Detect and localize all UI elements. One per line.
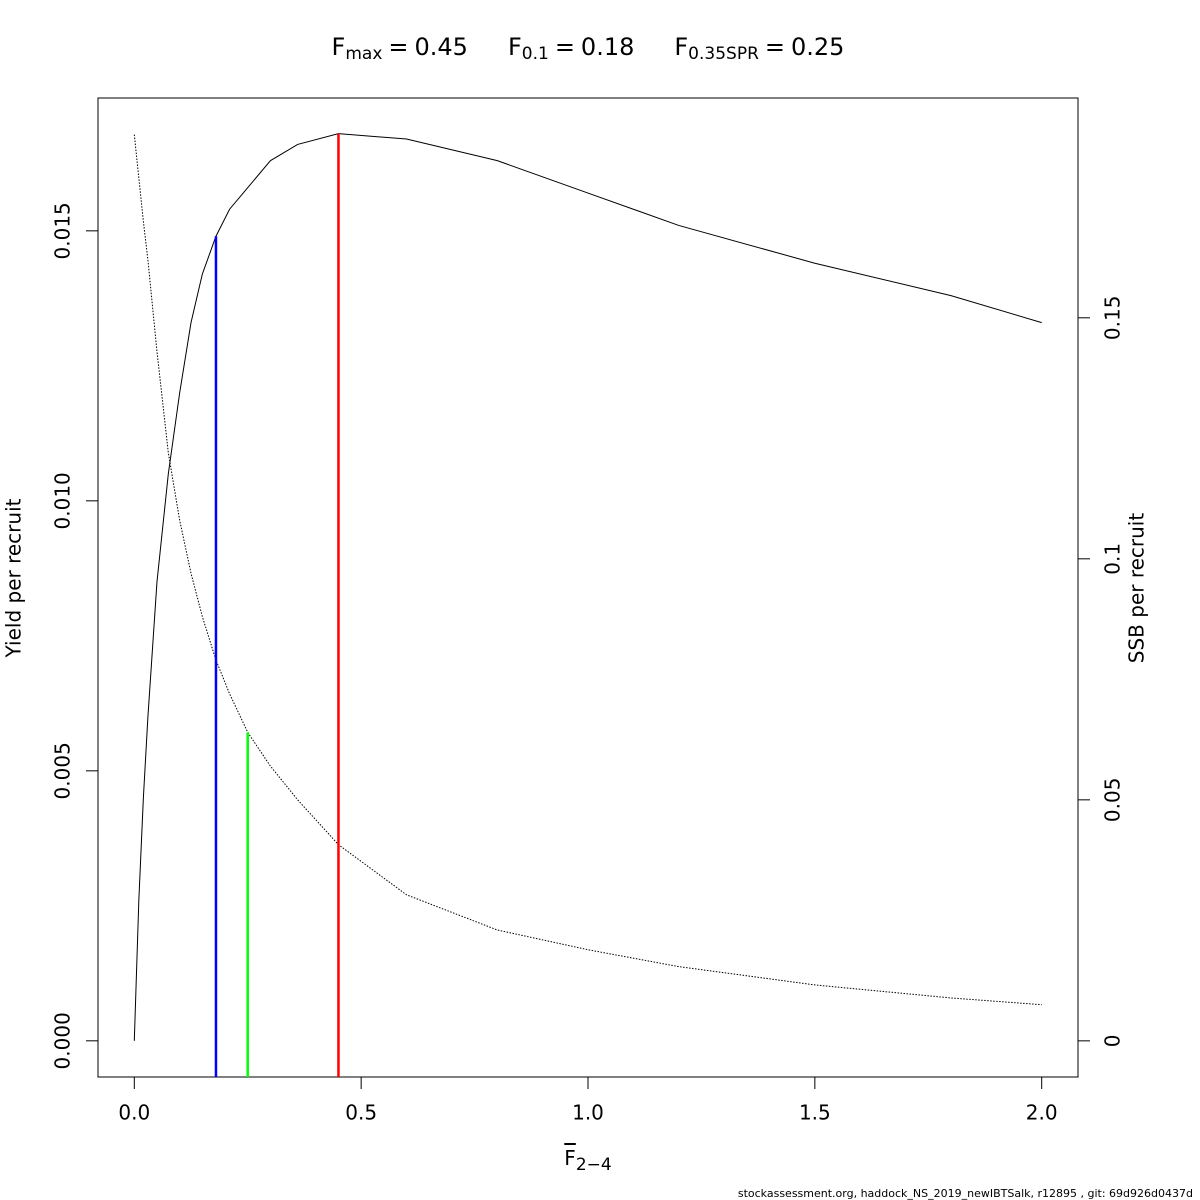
curve [133,133,1042,1041]
title-subscript: 0.1 [522,44,549,64]
title-subscript: max [345,44,382,64]
footer: stockassessment.org, haddock_NS_2019_new… [738,1187,1193,1200]
y-tick-label: 0.005 [51,742,75,799]
y-tick-label: 0.000 [51,1012,75,1069]
title-sign: = [388,33,408,61]
x-tick-label: 1.5 [799,1101,831,1125]
plot-frame [97,97,1079,1078]
x-label-symbol: F [564,1146,576,1170]
x-tick-label: 1.0 [572,1101,604,1125]
title-sign: = [765,33,785,61]
title-symbol: F [674,33,688,61]
title-value: 0.25 [791,33,844,61]
y2-tick-label: 0.05 [1101,778,1125,823]
title-symbol: F [508,33,522,61]
title-value: 0.18 [581,33,634,61]
title-sign: = [555,33,575,61]
x-axis-label: F2−4 [564,1146,611,1176]
title-value: 0.45 [415,33,468,61]
x-tick-label: 0.0 [118,1101,150,1125]
curve [133,134,1042,1006]
title-symbol: F [332,33,346,61]
x-label-subscript: 2−4 [576,1155,612,1175]
y-tick-label: 0.010 [51,472,75,529]
x-tick-label: 2.0 [1026,1101,1058,1125]
y-axis-label: Yield per recruit [2,498,26,658]
title-subscript: 0.35SPR [688,44,759,64]
y-tick-label: 0.015 [51,202,75,259]
chart-title: Fmax = 0.45 F0.1 = 0.18 F0.35SPR = 0.25 [332,33,845,64]
y2-axis-label: SSB per recruit [1125,513,1149,664]
y2-tick-label: 0.15 [1101,296,1125,341]
x-tick-label: 0.5 [345,1101,377,1125]
y2-tick-label: 0.1 [1101,543,1125,575]
y2-tick-label: 0 [1101,1034,1125,1047]
